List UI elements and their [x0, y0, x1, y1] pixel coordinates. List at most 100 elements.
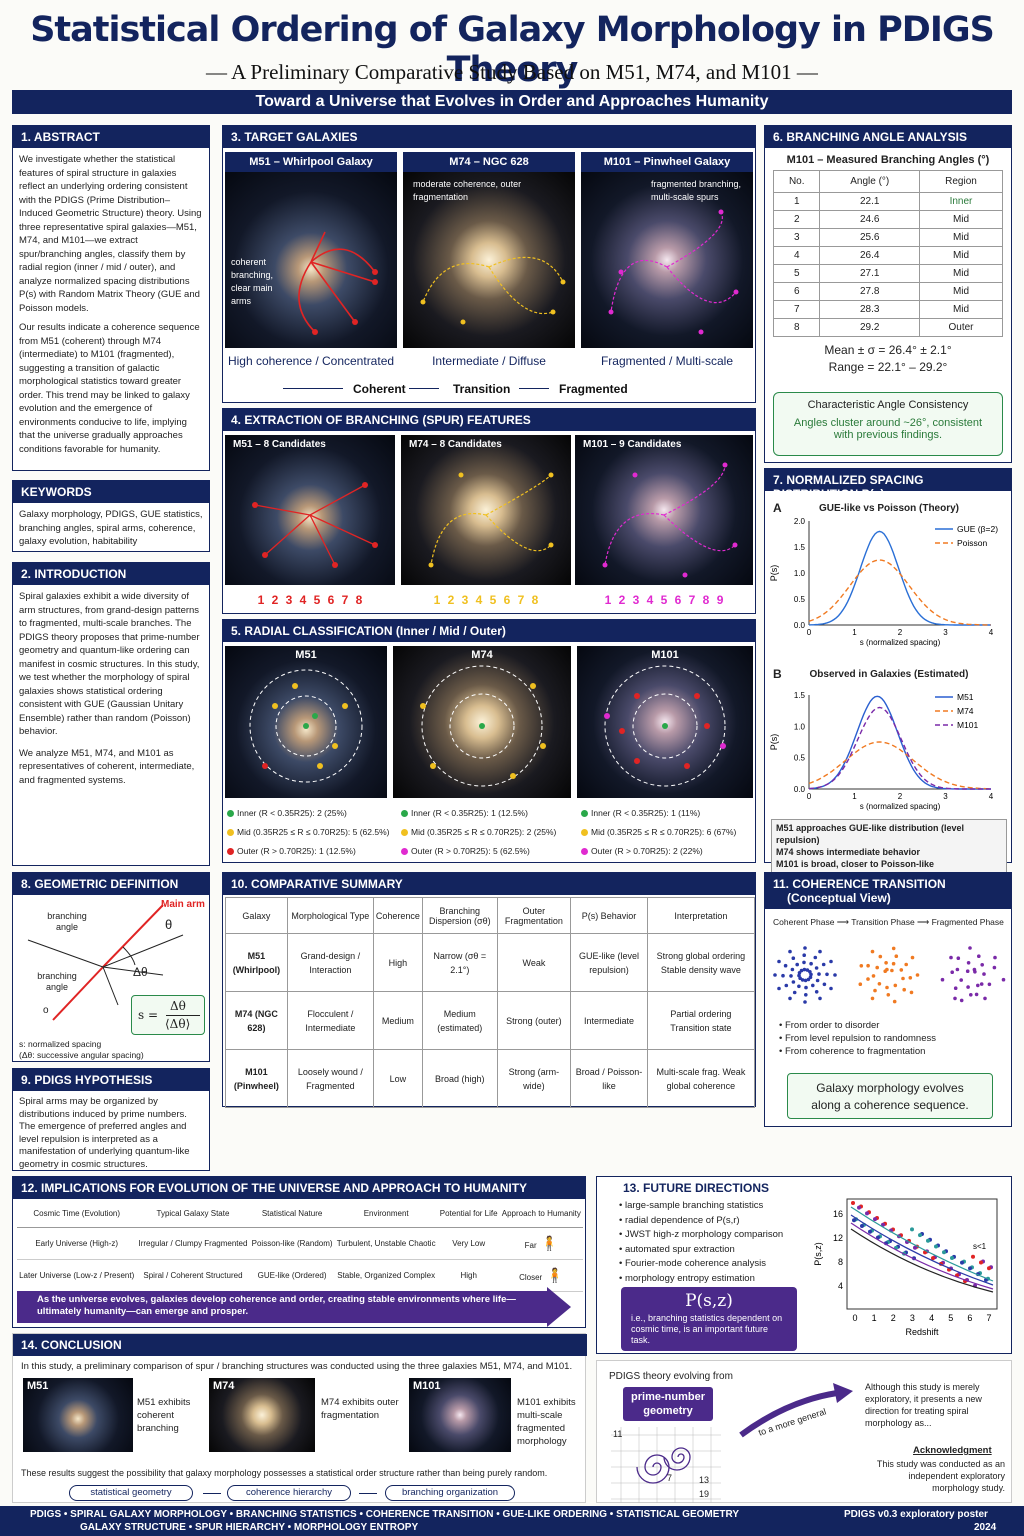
scatter-point: [934, 1244, 938, 1249]
summary-cell: Low: [372, 1049, 423, 1108]
phase-dot: [891, 946, 896, 951]
series-line: [808, 741, 992, 790]
chart-b-title: Observed in Galaxies (Estimated): [809, 669, 969, 680]
y-tick-label: 12: [833, 1233, 843, 1243]
spacing-note-3: M101 is broad, closer to Poisson-like: [776, 859, 935, 869]
phase-dot: [795, 962, 799, 967]
series-line: [808, 530, 991, 626]
angles-col: No.: [772, 170, 821, 193]
angles-row: 4 26.4 Mid: [772, 246, 1003, 265]
arrow-head-icon: [547, 1287, 571, 1327]
abstract-p2: Our results indicate a coherence sequenc…: [19, 322, 200, 455]
angles-cell: 24.6: [819, 210, 920, 229]
phase-dot: [959, 998, 964, 1003]
angles-panel: 6. BRANCHING ANGLE ANALYSIS M101 – Measu…: [764, 125, 1012, 463]
phase-dot: [902, 987, 906, 992]
target-m101-name: M101 – Pinwheel Galaxy: [581, 152, 753, 172]
phase-flow: Coherent Phase ⟶ Transition Phase ⟶ Frag…: [773, 917, 1004, 927]
phase-dot: [814, 990, 819, 994]
phase-dot: [870, 996, 875, 1001]
angles-cell: 1: [772, 192, 821, 211]
footer-line1: PDIGS • SPIRAL GALAXY MORPHOLOGY • BRANC…: [30, 1509, 740, 1520]
implications-cell: Later Universe (Low-z / Present): [17, 1259, 137, 1292]
radial-m74-outer: Outer (R > 0.70R25): 5 (62.5%): [411, 846, 530, 856]
x-tick-label: 1: [852, 628, 857, 637]
x-tick-label: 4: [989, 628, 994, 637]
angles-cell: 25.6: [819, 228, 920, 247]
phase-dot: [953, 986, 958, 990]
x-tick-label: 0: [852, 1313, 857, 1323]
implications-row: Later Universe (Low-z / Present) Spiral /…: [17, 1259, 583, 1292]
angles-cell: 26.4: [819, 246, 920, 265]
x-tick-label: 3: [943, 628, 948, 637]
phase-dot: [974, 992, 979, 997]
scatter-point: [857, 1205, 861, 1210]
implications-col: Potential for Life: [437, 1201, 500, 1228]
y-tick-label: 1.0: [794, 722, 806, 731]
phase-dot: [1001, 977, 1006, 982]
plot-legend: s<1: [973, 1242, 987, 1251]
series-line: [808, 559, 991, 626]
implications-arrow-text: As the universe evolves, galaxies develo…: [37, 1294, 516, 1317]
flow-fragmented: Fragmented: [559, 382, 628, 396]
summary-cell: High: [372, 933, 423, 992]
y-axis-label: P(s): [769, 565, 779, 582]
phase-dot: [788, 949, 792, 954]
scatter-point: [852, 1218, 856, 1223]
conclusion-m51-label: M51: [27, 1380, 49, 1392]
angles-row: 3 25.6 Mid: [772, 228, 1003, 247]
implications-cell: Early Universe (High-z): [17, 1227, 137, 1260]
scatter-point: [910, 1227, 914, 1232]
implications-cell: Turbulent, Unstable Chaotic: [334, 1227, 438, 1260]
x-tick-label: 2: [891, 1313, 896, 1323]
summary-col: Outer Fragmentation: [496, 897, 572, 934]
extraction-m101-image: M101 – 9 Candidates: [575, 435, 753, 585]
future-box-title: P(s,z): [685, 1291, 733, 1311]
radial-m51-mid: Mid (0.35R25 ≤ R ≤ 0.70R25): 5 (62.5%): [237, 827, 390, 837]
scatter-point: [881, 1222, 885, 1227]
legend-label: M101: [957, 720, 979, 730]
poster-subtitle: — A Preliminary Comparative Study Based …: [206, 60, 818, 84]
implications-cell-text: Early Universe (High-z): [35, 1238, 119, 1248]
implications-arrow: As the universe evolves, galaxies develo…: [17, 1291, 547, 1323]
phase-dot: [973, 970, 977, 974]
phase-dot: [885, 985, 889, 990]
angles-cell: 29.2: [819, 318, 920, 337]
phase-dot: [806, 977, 811, 982]
target-m101-caption: Fragmented / Multi-scale: [600, 354, 734, 368]
phase-dot: [859, 964, 864, 968]
scatter-point: [931, 1256, 935, 1261]
hypothesis-panel: 9. PDIGS HYPOTHESIS Spiral arms may be o…: [12, 1068, 210, 1171]
intro-heading: 2. INTRODUCTION: [13, 563, 209, 585]
phase-dot: [969, 993, 973, 997]
phase-dot: [965, 969, 970, 973]
x-tick-label: 0: [807, 628, 812, 637]
coherence-box: Galaxy morphology evolves along a cohere…: [787, 1073, 993, 1119]
angles-cell: Mid: [919, 264, 1003, 283]
implications-cell-text: Irregular / Clumpy Fragmented: [138, 1238, 248, 1248]
phase-dot: [909, 990, 914, 995]
phase-fragmented: Fragmented Phase: [931, 917, 1004, 927]
implications-cell-text: Later Universe (Low-z / Present): [19, 1270, 135, 1280]
phase-dot: [818, 949, 822, 954]
target-m51-note: coherent branching, clear main arms: [231, 257, 274, 306]
footer-right1: PDIGS v0.3 exploratory poster: [844, 1509, 988, 1520]
phase-dot: [890, 968, 894, 973]
abstract-p1: We investigate whether the statistical f…: [19, 154, 202, 314]
y-tick-label: 0.5: [794, 754, 806, 763]
implications-cell-text: High: [460, 1270, 477, 1280]
phase-dot: [980, 963, 984, 967]
scatter-point: [960, 1260, 964, 1265]
closing-text: Although this study is merely explorator…: [865, 1382, 982, 1428]
extraction-panel: 4. EXTRACTION OF BRANCHING (SPUR) FEATUR…: [222, 408, 756, 614]
scatter-point: [876, 1235, 880, 1240]
phase-dot: [802, 967, 807, 972]
person-icon: 🧍: [536, 1234, 558, 1251]
flow-transition: Transition: [453, 382, 511, 396]
summary-cell: GUE-like (level repulsion): [570, 933, 648, 992]
footer-right2: 2024: [974, 1522, 997, 1533]
phase-dot: [904, 962, 908, 967]
x-tick-label: 6: [967, 1313, 972, 1323]
x-axis-label: s (normalized spacing): [860, 638, 941, 647]
phase-dot: [871, 974, 876, 978]
